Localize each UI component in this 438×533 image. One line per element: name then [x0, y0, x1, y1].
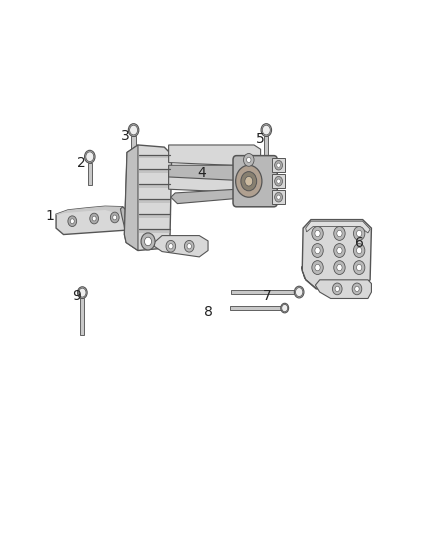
- Circle shape: [312, 244, 323, 257]
- Circle shape: [315, 247, 320, 254]
- Polygon shape: [302, 220, 371, 289]
- Bar: [139, 229, 170, 233]
- Circle shape: [128, 124, 139, 136]
- Circle shape: [169, 244, 173, 249]
- Circle shape: [277, 163, 280, 167]
- Circle shape: [85, 150, 95, 163]
- Polygon shape: [169, 165, 261, 181]
- Text: 6: 6: [355, 236, 364, 249]
- Circle shape: [357, 247, 362, 254]
- Circle shape: [244, 154, 254, 166]
- Text: 8: 8: [204, 305, 212, 319]
- Circle shape: [275, 176, 283, 186]
- Bar: [88, 163, 92, 185]
- Polygon shape: [171, 189, 240, 204]
- Circle shape: [166, 240, 176, 252]
- Circle shape: [113, 215, 117, 220]
- Circle shape: [334, 244, 345, 257]
- Circle shape: [86, 152, 94, 161]
- Text: 1: 1: [46, 209, 55, 223]
- Circle shape: [337, 230, 342, 237]
- Polygon shape: [315, 280, 371, 298]
- Circle shape: [357, 264, 362, 271]
- Circle shape: [282, 304, 288, 312]
- Circle shape: [245, 176, 253, 186]
- Circle shape: [130, 125, 138, 135]
- Circle shape: [241, 172, 257, 191]
- Polygon shape: [169, 145, 261, 166]
- Polygon shape: [169, 173, 261, 193]
- Bar: [139, 184, 170, 188]
- Bar: [272, 174, 285, 188]
- Circle shape: [315, 264, 320, 271]
- Circle shape: [275, 192, 283, 202]
- Circle shape: [312, 227, 323, 240]
- Circle shape: [187, 244, 191, 249]
- Circle shape: [145, 237, 152, 246]
- Text: 7: 7: [263, 289, 272, 303]
- Text: 5: 5: [256, 132, 265, 146]
- FancyBboxPatch shape: [233, 156, 277, 207]
- Bar: [81, 298, 84, 335]
- Circle shape: [334, 227, 345, 240]
- Circle shape: [247, 157, 251, 163]
- Circle shape: [277, 195, 280, 199]
- Circle shape: [281, 303, 289, 313]
- Bar: [139, 214, 170, 218]
- Circle shape: [92, 216, 96, 221]
- Circle shape: [337, 264, 342, 271]
- Circle shape: [110, 212, 119, 223]
- Polygon shape: [120, 207, 131, 230]
- Circle shape: [352, 283, 362, 295]
- Circle shape: [70, 219, 74, 224]
- Circle shape: [78, 287, 87, 298]
- Circle shape: [332, 283, 342, 295]
- Circle shape: [275, 160, 283, 170]
- Polygon shape: [154, 236, 208, 257]
- Circle shape: [90, 213, 99, 224]
- Bar: [272, 158, 285, 172]
- Circle shape: [277, 179, 280, 183]
- Circle shape: [261, 124, 272, 136]
- Circle shape: [68, 216, 77, 227]
- Text: 9: 9: [72, 289, 81, 303]
- Circle shape: [353, 261, 365, 274]
- Circle shape: [355, 286, 359, 292]
- Circle shape: [79, 288, 86, 297]
- Bar: [264, 136, 268, 184]
- Circle shape: [296, 288, 303, 296]
- Circle shape: [353, 244, 365, 257]
- Circle shape: [353, 227, 365, 240]
- Circle shape: [315, 230, 320, 237]
- Polygon shape: [124, 145, 172, 251]
- Bar: [272, 190, 285, 204]
- Polygon shape: [124, 145, 138, 251]
- Bar: [230, 306, 281, 310]
- Polygon shape: [301, 266, 316, 289]
- Circle shape: [334, 261, 345, 274]
- Circle shape: [335, 286, 339, 292]
- Polygon shape: [306, 221, 370, 233]
- Circle shape: [294, 286, 304, 298]
- Bar: [139, 169, 170, 173]
- Circle shape: [262, 125, 270, 135]
- Text: 4: 4: [197, 166, 206, 180]
- Text: 2: 2: [77, 156, 85, 169]
- Bar: [131, 136, 136, 184]
- Circle shape: [184, 240, 194, 252]
- Circle shape: [337, 247, 342, 254]
- Circle shape: [236, 165, 262, 197]
- Circle shape: [312, 261, 323, 274]
- Text: 3: 3: [120, 129, 129, 143]
- Circle shape: [357, 230, 362, 237]
- Polygon shape: [56, 206, 131, 235]
- Bar: [139, 199, 170, 203]
- Bar: [231, 290, 294, 294]
- Circle shape: [141, 233, 155, 250]
- Polygon shape: [56, 206, 129, 215]
- Bar: [139, 155, 170, 158]
